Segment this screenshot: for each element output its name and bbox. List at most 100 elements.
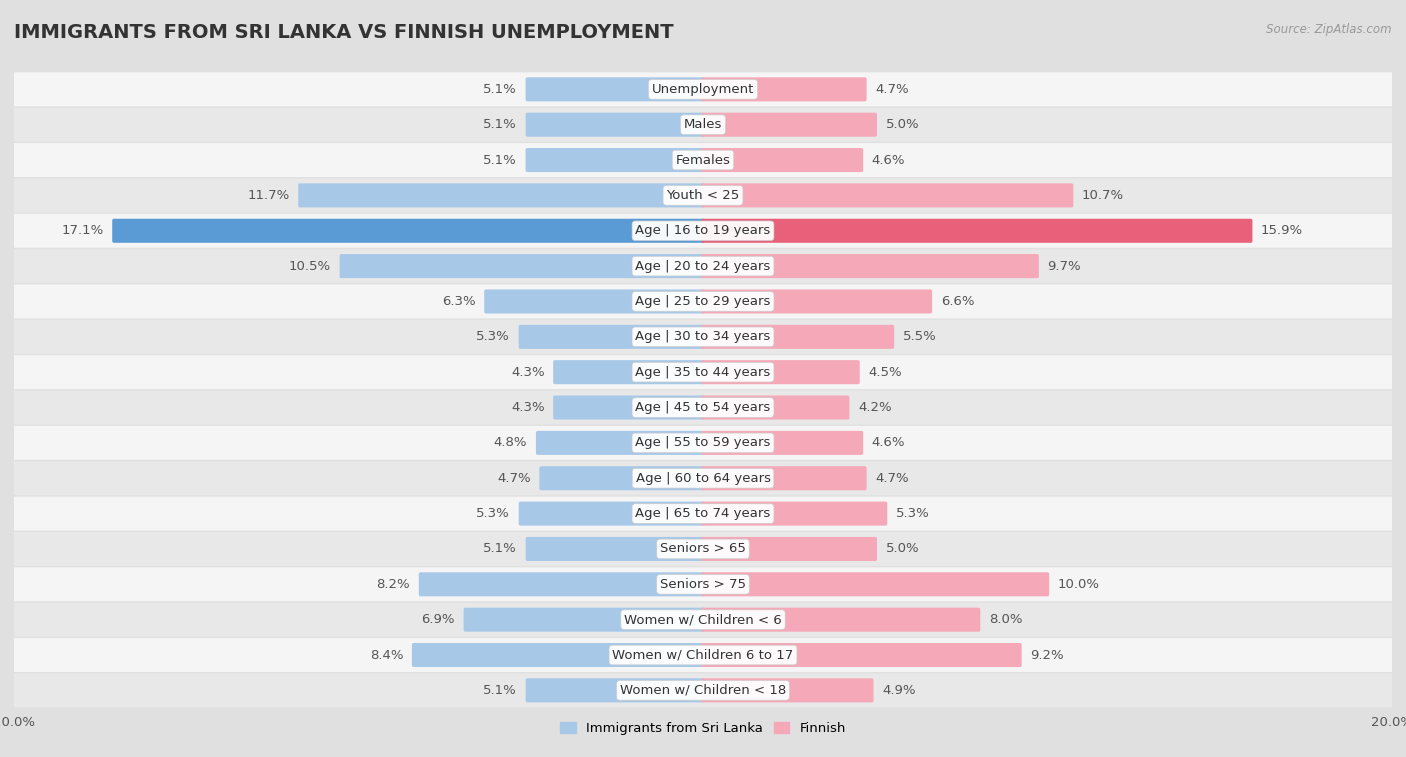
FancyBboxPatch shape xyxy=(526,113,704,137)
FancyBboxPatch shape xyxy=(14,285,1392,319)
Text: 4.8%: 4.8% xyxy=(494,436,527,450)
Text: 17.1%: 17.1% xyxy=(62,224,104,237)
FancyBboxPatch shape xyxy=(519,502,704,525)
FancyBboxPatch shape xyxy=(14,249,1392,283)
Text: Age | 35 to 44 years: Age | 35 to 44 years xyxy=(636,366,770,378)
FancyBboxPatch shape xyxy=(702,113,877,137)
Text: Age | 45 to 54 years: Age | 45 to 54 years xyxy=(636,401,770,414)
Text: 5.5%: 5.5% xyxy=(903,330,936,344)
Text: 9.7%: 9.7% xyxy=(1047,260,1081,273)
Text: Women w/ Children < 6: Women w/ Children < 6 xyxy=(624,613,782,626)
FancyBboxPatch shape xyxy=(526,77,704,101)
FancyBboxPatch shape xyxy=(526,678,704,702)
Text: Age | 30 to 34 years: Age | 30 to 34 years xyxy=(636,330,770,344)
FancyBboxPatch shape xyxy=(702,466,866,491)
FancyBboxPatch shape xyxy=(553,395,704,419)
Text: 5.3%: 5.3% xyxy=(477,507,510,520)
FancyBboxPatch shape xyxy=(702,643,1022,667)
Text: Females: Females xyxy=(675,154,731,167)
Text: Age | 60 to 64 years: Age | 60 to 64 years xyxy=(636,472,770,484)
FancyBboxPatch shape xyxy=(14,674,1392,707)
FancyBboxPatch shape xyxy=(14,73,1392,106)
Text: 4.2%: 4.2% xyxy=(858,401,891,414)
FancyBboxPatch shape xyxy=(412,643,704,667)
Text: 5.0%: 5.0% xyxy=(886,543,920,556)
Text: 4.3%: 4.3% xyxy=(510,401,544,414)
FancyBboxPatch shape xyxy=(298,183,704,207)
Text: 4.7%: 4.7% xyxy=(875,472,908,484)
FancyBboxPatch shape xyxy=(702,360,859,385)
FancyBboxPatch shape xyxy=(14,567,1392,601)
Text: 5.1%: 5.1% xyxy=(484,83,517,96)
Text: 10.7%: 10.7% xyxy=(1083,189,1123,202)
Text: 5.1%: 5.1% xyxy=(484,154,517,167)
FancyBboxPatch shape xyxy=(340,254,704,278)
FancyBboxPatch shape xyxy=(702,502,887,525)
Text: 5.1%: 5.1% xyxy=(484,684,517,697)
FancyBboxPatch shape xyxy=(14,532,1392,566)
Text: Age | 65 to 74 years: Age | 65 to 74 years xyxy=(636,507,770,520)
Text: Age | 20 to 24 years: Age | 20 to 24 years xyxy=(636,260,770,273)
Text: Unemployment: Unemployment xyxy=(652,83,754,96)
Text: 10.5%: 10.5% xyxy=(288,260,330,273)
FancyBboxPatch shape xyxy=(702,431,863,455)
Text: Age | 55 to 59 years: Age | 55 to 59 years xyxy=(636,436,770,450)
Text: Males: Males xyxy=(683,118,723,131)
FancyBboxPatch shape xyxy=(540,466,704,491)
FancyBboxPatch shape xyxy=(553,360,704,385)
Text: 4.7%: 4.7% xyxy=(875,83,908,96)
Text: Seniors > 75: Seniors > 75 xyxy=(659,578,747,590)
FancyBboxPatch shape xyxy=(419,572,704,597)
Text: 6.3%: 6.3% xyxy=(441,295,475,308)
FancyBboxPatch shape xyxy=(14,179,1392,213)
FancyBboxPatch shape xyxy=(702,183,1073,207)
FancyBboxPatch shape xyxy=(14,320,1392,354)
Text: 6.6%: 6.6% xyxy=(941,295,974,308)
Text: Women w/ Children < 18: Women w/ Children < 18 xyxy=(620,684,786,697)
FancyBboxPatch shape xyxy=(526,537,704,561)
Text: Age | 16 to 19 years: Age | 16 to 19 years xyxy=(636,224,770,237)
Text: 4.5%: 4.5% xyxy=(869,366,903,378)
FancyBboxPatch shape xyxy=(14,355,1392,389)
Text: Women w/ Children 6 to 17: Women w/ Children 6 to 17 xyxy=(613,649,793,662)
FancyBboxPatch shape xyxy=(536,431,704,455)
FancyBboxPatch shape xyxy=(14,143,1392,177)
Text: 4.6%: 4.6% xyxy=(872,154,905,167)
Text: 15.9%: 15.9% xyxy=(1261,224,1303,237)
Text: 4.3%: 4.3% xyxy=(510,366,544,378)
FancyBboxPatch shape xyxy=(702,572,1049,597)
Text: 5.1%: 5.1% xyxy=(484,118,517,131)
FancyBboxPatch shape xyxy=(519,325,704,349)
Text: Seniors > 65: Seniors > 65 xyxy=(659,543,747,556)
Text: Age | 25 to 29 years: Age | 25 to 29 years xyxy=(636,295,770,308)
FancyBboxPatch shape xyxy=(464,608,704,631)
FancyBboxPatch shape xyxy=(14,603,1392,637)
Text: 8.0%: 8.0% xyxy=(988,613,1022,626)
FancyBboxPatch shape xyxy=(14,497,1392,531)
FancyBboxPatch shape xyxy=(702,219,1253,243)
Text: 9.2%: 9.2% xyxy=(1031,649,1064,662)
FancyBboxPatch shape xyxy=(14,391,1392,425)
FancyBboxPatch shape xyxy=(14,461,1392,495)
FancyBboxPatch shape xyxy=(14,107,1392,142)
Legend: Immigrants from Sri Lanka, Finnish: Immigrants from Sri Lanka, Finnish xyxy=(554,717,852,740)
FancyBboxPatch shape xyxy=(702,325,894,349)
FancyBboxPatch shape xyxy=(14,213,1392,248)
FancyBboxPatch shape xyxy=(702,77,866,101)
Text: 5.3%: 5.3% xyxy=(896,507,929,520)
Text: 4.6%: 4.6% xyxy=(872,436,905,450)
FancyBboxPatch shape xyxy=(702,395,849,419)
FancyBboxPatch shape xyxy=(112,219,704,243)
FancyBboxPatch shape xyxy=(702,608,980,631)
Text: 5.3%: 5.3% xyxy=(477,330,510,344)
FancyBboxPatch shape xyxy=(702,289,932,313)
FancyBboxPatch shape xyxy=(702,537,877,561)
Text: Youth < 25: Youth < 25 xyxy=(666,189,740,202)
Text: 4.7%: 4.7% xyxy=(498,472,531,484)
FancyBboxPatch shape xyxy=(484,289,704,313)
FancyBboxPatch shape xyxy=(702,148,863,172)
Text: IMMIGRANTS FROM SRI LANKA VS FINNISH UNEMPLOYMENT: IMMIGRANTS FROM SRI LANKA VS FINNISH UNE… xyxy=(14,23,673,42)
FancyBboxPatch shape xyxy=(14,426,1392,459)
Text: Source: ZipAtlas.com: Source: ZipAtlas.com xyxy=(1267,23,1392,36)
Text: 8.2%: 8.2% xyxy=(377,578,411,590)
